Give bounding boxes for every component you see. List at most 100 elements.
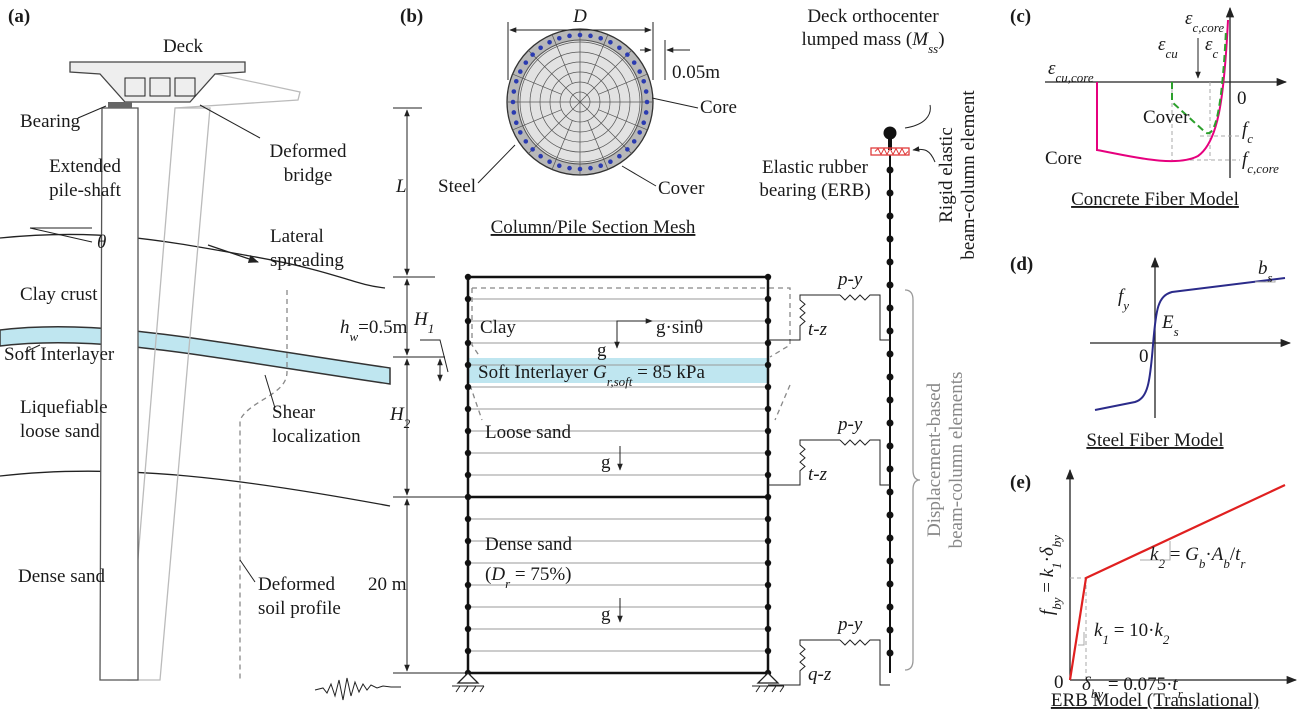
pile-node	[887, 305, 894, 312]
pile-node	[887, 443, 894, 450]
soil-node	[765, 450, 771, 456]
pile-node	[887, 328, 894, 335]
core-label: Core	[700, 97, 737, 118]
soil-leader	[240, 560, 255, 582]
soil-node	[465, 406, 471, 412]
steel-fiber	[644, 89, 649, 94]
soil-node	[765, 626, 771, 632]
soil-node	[465, 648, 471, 654]
origin-label: 0	[1237, 88, 1247, 109]
pile-node	[887, 236, 894, 243]
soil-node	[765, 582, 771, 588]
label-part: 2	[1163, 632, 1170, 647]
label-part: H	[389, 404, 405, 425]
label-part: D	[490, 564, 505, 585]
panel-label: (e)	[1010, 472, 1031, 493]
steel-fiber	[514, 120, 519, 125]
soil-node	[465, 582, 471, 588]
steel-fiber	[547, 159, 552, 164]
panel-title: ERB Model (Translational)	[1051, 690, 1259, 709]
pile-shaft-label: Extended	[49, 156, 121, 177]
steel-fiber	[512, 110, 517, 115]
loose-sand-label: Liquefiable	[20, 397, 108, 418]
diameter-label: D	[572, 6, 587, 27]
fy-label: fy	[1118, 286, 1129, 313]
panel-title: Steel Fiber Model	[1086, 430, 1223, 451]
label-part: ss	[928, 41, 938, 56]
clay-label: Clay	[480, 317, 516, 338]
steel-fiber	[617, 45, 622, 50]
deformed-bridge-label: bridge	[284, 165, 333, 186]
interlayer-label: Soft Interlayer Gr,soft = 85 kPa	[478, 362, 705, 389]
eps-cu-core-label: εcu,core	[1048, 58, 1094, 85]
support-hatch	[452, 686, 784, 692]
label-part: c	[1247, 131, 1253, 146]
hw-leader	[420, 340, 448, 372]
lateral-arrow	[208, 245, 258, 262]
soil-node	[765, 340, 771, 346]
soil-node	[765, 296, 771, 302]
label-part: = 85 kPa	[632, 362, 705, 383]
pile-node	[887, 650, 894, 657]
panel-label: (c)	[1010, 6, 1031, 27]
panel-b: D 0.05m Core Steel Cover Column/Pile Sec…	[315, 6, 979, 700]
steel-fiber	[567, 166, 572, 171]
spring-label: t-z	[808, 464, 828, 485]
pile-node	[887, 558, 894, 565]
panel-a: (a) Deck Bearing Deformed bridge Extende…	[0, 6, 390, 680]
steel-fiber	[641, 79, 646, 84]
soil-node	[765, 384, 771, 390]
dense-sand-label: Dense sand	[18, 566, 106, 587]
label-part: 2	[404, 416, 411, 431]
theta-label: θ	[97, 232, 106, 253]
label-part: Soft Interlayer	[478, 362, 593, 383]
g-sin-label: g·sinθ	[656, 317, 703, 338]
label-part: r	[1240, 556, 1246, 571]
spring-label: t-z	[808, 319, 828, 340]
label-part: =	[1165, 544, 1185, 565]
g-label: g	[601, 604, 611, 625]
label-part: =	[1037, 577, 1058, 597]
panel-label: (a)	[8, 6, 30, 27]
steel-fiber	[637, 69, 642, 74]
element-bracket	[905, 290, 920, 670]
spring-label: p-y	[836, 614, 863, 635]
steel-fiber	[578, 33, 583, 38]
steel-fiber	[598, 163, 603, 168]
steel-fiber	[511, 100, 516, 105]
deck-label: Deck	[163, 36, 204, 57]
soil-node	[465, 318, 471, 324]
erb-curve	[1070, 485, 1285, 680]
cover-label: Cover	[658, 178, 705, 199]
soil-node	[765, 538, 771, 544]
soil-node	[765, 604, 771, 610]
label-part: s	[1174, 324, 1179, 339]
steel-fiber	[518, 69, 523, 74]
figure: (a) Deck Bearing Deformed bridge Extende…	[0, 0, 1300, 709]
bearing-pad	[108, 102, 132, 108]
steel-fiber	[625, 52, 630, 57]
steel-fiber	[512, 89, 517, 94]
mass-leader	[905, 105, 930, 128]
spring	[768, 440, 840, 485]
rigid-label: Rigid elastic	[936, 127, 957, 223]
soil-node	[765, 274, 771, 280]
rigid-label: beam-column element	[958, 90, 979, 260]
steel-fiber	[608, 40, 613, 45]
label-part: c,core	[1193, 20, 1225, 35]
soil-node	[765, 648, 771, 654]
panel-c: (c) εcu,core εc,core εcu εc 0 Cover Core…	[1010, 6, 1286, 210]
steel-fiber	[632, 139, 637, 144]
soil-node	[765, 516, 771, 522]
erb-label: Elastic rubber	[762, 157, 869, 178]
deformed-column	[128, 108, 210, 680]
depth-label: 20 m	[368, 574, 407, 595]
soil-node	[465, 450, 471, 456]
mass-label: Deck orthocenter	[807, 6, 939, 27]
core-label: Core	[1045, 148, 1082, 169]
label-part: w	[350, 329, 359, 344]
soil-node	[465, 296, 471, 302]
lateral-label: spreading	[270, 250, 344, 271]
lateral-label: Lateral	[270, 226, 324, 247]
origin-label: 0	[1139, 346, 1149, 367]
